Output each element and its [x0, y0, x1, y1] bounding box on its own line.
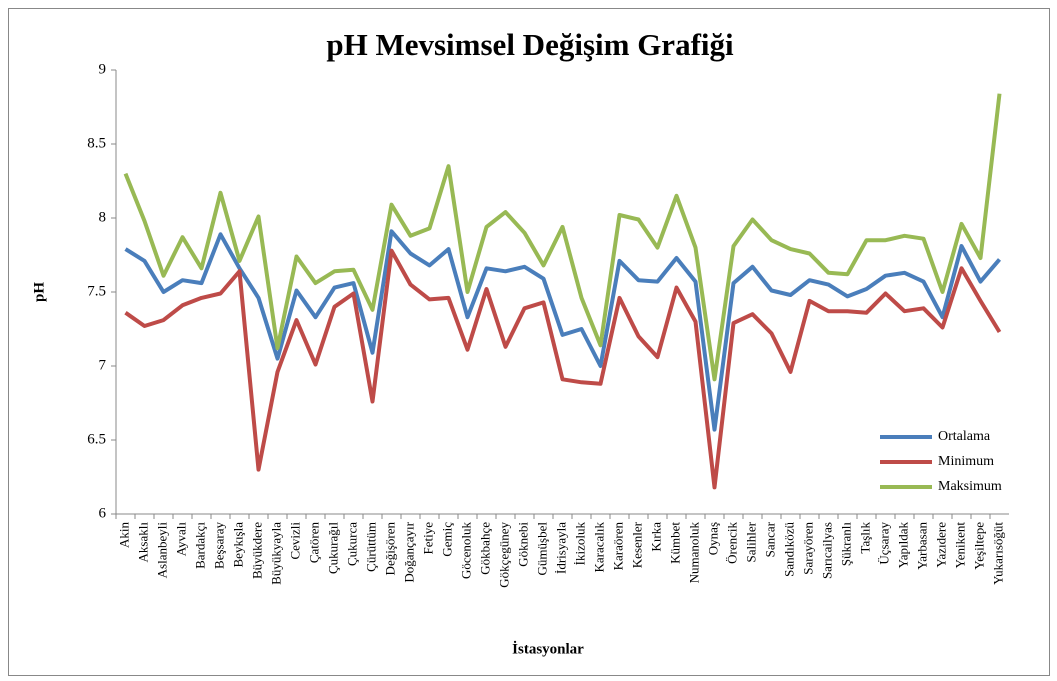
x-tick-label: Akin — [116, 522, 131, 549]
x-tick-label: Yazıdere — [933, 522, 948, 568]
x-tick-label: Gemiç — [439, 522, 454, 557]
x-tick-label: Doğançayır — [401, 521, 416, 582]
x-tick-label: Kesenler — [629, 521, 644, 568]
x-tick-label: Çürüttüm — [363, 522, 378, 572]
series-line — [124, 248, 1002, 490]
x-tick-label: Gökbahçe — [477, 522, 492, 575]
x-tick-label: Büyükyayla — [268, 522, 283, 585]
x-tick-label: Karacalık — [591, 522, 606, 573]
x-tick-label: Çukurağıl — [325, 522, 340, 574]
y-tick-label: 7.5 — [87, 283, 106, 299]
x-tick-label: Aslanbeyli — [154, 522, 169, 579]
x-tick-label: Numanoluk — [686, 522, 701, 584]
x-tick-label: Örencik — [724, 522, 739, 564]
x-tick-label: İkizoluk — [572, 522, 587, 566]
chart-frame — [8, 8, 1050, 676]
x-tick-label: Büyükdere — [249, 522, 264, 579]
x-tick-label: Çukurca — [344, 522, 359, 566]
x-tick-label: Üçsaray — [876, 522, 891, 565]
x-tick-label: Yukarısöğüt — [990, 522, 1005, 585]
legend-label: Minimum — [938, 454, 994, 469]
x-tick-label: Ayvalı — [173, 522, 188, 557]
x-tick-label: Sarıcailyas — [819, 522, 834, 579]
x-tick-label: Göknebi — [515, 522, 530, 567]
y-tick-label: 8.5 — [87, 135, 106, 151]
x-tick-label: Aksaklı — [135, 522, 150, 563]
x-tick-label: Sandıközü — [781, 522, 796, 577]
x-tick-label: Cevizli — [287, 522, 302, 560]
y-tick-label: 8 — [99, 209, 107, 225]
legend-label: Maksimum — [938, 479, 1002, 494]
y-tick-label: 6 — [99, 505, 107, 521]
series-line — [124, 229, 1002, 432]
x-tick-label: Beykışla — [230, 522, 245, 568]
x-tick-label: İdrisyayla — [553, 522, 568, 574]
x-tick-label: Oynaş — [705, 522, 720, 555]
x-tick-label: Kümbet — [667, 522, 682, 564]
x-tick-label: Gökçegüney — [496, 522, 511, 588]
x-tick-label: Yarbasan — [914, 522, 929, 570]
x-tick-label: Fetiye — [420, 522, 435, 555]
legend-label: Ortalama — [938, 429, 991, 444]
x-tick-label: Salihler — [743, 521, 758, 562]
x-tick-label: Sarayören — [800, 522, 815, 575]
x-tick-label: Kırka — [648, 522, 663, 552]
x-tick-label: Sancar — [762, 521, 777, 557]
x-tick-label: Çatören — [306, 522, 321, 564]
x-tick-label: Göcenoluk — [458, 522, 473, 580]
x-tick-label: Taşlık — [857, 522, 872, 554]
y-tick-label: 6.5 — [87, 431, 106, 447]
x-tick-label: Değişören — [382, 522, 397, 576]
x-tick-label: Yeşiltepe — [971, 522, 986, 570]
x-tick-label: Yenikent — [952, 522, 967, 569]
y-tick-label: 7 — [99, 357, 107, 373]
x-tick-label: Karaören — [610, 522, 625, 571]
x-tick-label: Beşsaray — [211, 522, 226, 569]
x-tick-label: Yapıldak — [895, 522, 910, 569]
chart-title: pH Mevsimsel Değişim Grafiği — [326, 27, 734, 62]
x-axis-label: İstasyonlar — [512, 640, 584, 657]
y-axis-label: pH — [31, 282, 47, 302]
y-tick-label: 9 — [99, 61, 107, 77]
x-tick-label: Bardakçı — [192, 522, 207, 569]
x-tick-label: Şükranlı — [838, 522, 853, 566]
series-line — [123, 93, 1002, 382]
x-tick-label: Gümüşbel — [534, 522, 549, 576]
